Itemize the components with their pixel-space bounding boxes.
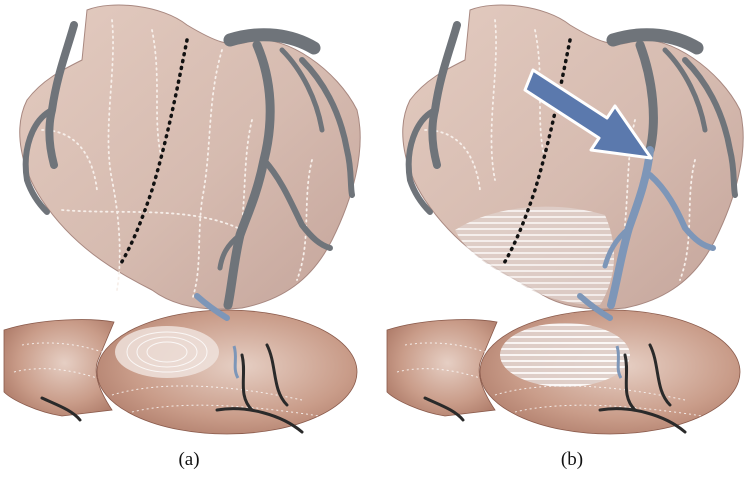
caption-a: (a): [178, 449, 200, 470]
gray-vessels: [22, 21, 355, 310]
black-dotted-line: [501, 38, 572, 267]
flat-map-left: [386, 319, 498, 417]
black-dotted-line: [118, 38, 189, 267]
caption-b: (b): [560, 449, 584, 470]
flat-map-vessels: [40, 343, 304, 434]
blue-vessel-stub: [194, 293, 230, 321]
heart-contours: [424, 19, 696, 281]
flat-map-highlight: [500, 323, 630, 387]
flat-map-left: [3, 319, 115, 417]
flat-map-contours: [13, 331, 333, 419]
heart-render-b: [386, 4, 744, 435]
flat-map-highlight: [115, 326, 219, 378]
flat-map-vessels: [423, 343, 687, 434]
arrow-indicator: [523, 68, 653, 160]
flat-map-contours: [396, 342, 716, 419]
gray-vessels: [405, 21, 738, 215]
flat-map-blue-vessel: [615, 345, 623, 379]
blue-vessels: [577, 146, 716, 321]
flat-map-blue-vessel: [232, 345, 240, 379]
heart-render-a: [3, 4, 361, 435]
panel-b: [385, 0, 755, 440]
heart-contours: [41, 19, 313, 301]
panel-a: [2, 0, 372, 440]
striped-region: [455, 206, 615, 305]
